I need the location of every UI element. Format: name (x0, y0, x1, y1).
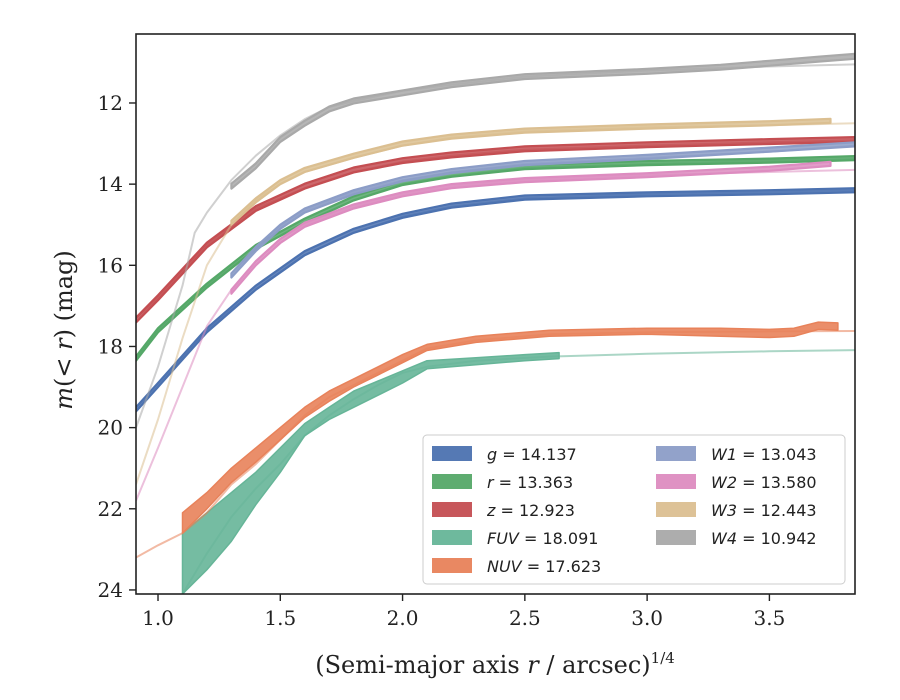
x-tick-label: 1.0 (142, 606, 174, 630)
legend-value: = 13.580 (737, 473, 817, 492)
legend-swatch (656, 530, 696, 545)
legend-item-z: z = 12.923 (432, 501, 575, 520)
legend-frame (422, 434, 846, 585)
legend-band: g (487, 445, 497, 464)
y-axis-label-lt: < (50, 350, 78, 378)
series-FUV (181, 349, 855, 594)
x-axis-label-tail: / arcsec) (539, 651, 651, 679)
legend-value: = 13.043 (737, 445, 817, 464)
series-W1 (230, 141, 855, 279)
x-axis-label-main: (Semi-major axis (315, 651, 527, 679)
series-data-band (181, 321, 839, 534)
series-data-band (230, 52, 855, 190)
legend-label: W1 = 13.043 (711, 445, 817, 464)
legend-swatch (432, 446, 472, 461)
y-tick-label: 18 (98, 334, 123, 358)
series-data-band (136, 187, 855, 413)
legend-item-r: r = 13.363 (432, 473, 573, 492)
legend-swatch (656, 474, 696, 489)
legend-label: FUV = 18.091 (487, 529, 598, 548)
legend-item-W1: W1 = 13.043 (656, 445, 817, 464)
legend-label: z = 12.923 (486, 501, 575, 520)
legend-item-W3: W3 = 12.443 (656, 501, 817, 520)
legend-item-W4: W4 = 10.942 (656, 529, 817, 548)
legend-value: = 12.923 (495, 501, 575, 520)
x-tick-label: 3.5 (753, 606, 785, 630)
y-axis: 12 14 16 18 20 22 24 (98, 91, 136, 602)
legend-band: W1 (711, 445, 737, 464)
y-tick-label: 24 (98, 578, 123, 602)
series-data-band (230, 141, 855, 279)
series-W4 (136, 52, 855, 428)
series-W3 (136, 117, 855, 485)
x-tick-label: 1.5 (264, 606, 296, 630)
legend-band: W4 (711, 529, 737, 548)
legend-swatch (656, 446, 696, 461)
y-axis-label-m: m (50, 387, 78, 410)
legend-value: = 14.137 (497, 445, 577, 464)
series-g (136, 187, 855, 413)
x-axis-label-var: r (527, 651, 540, 679)
legend-swatch (432, 530, 472, 545)
legend-value: = 17.623 (522, 557, 602, 576)
series-data-band (230, 160, 832, 295)
series-data-band (230, 117, 832, 226)
legend-swatch (432, 558, 472, 573)
y-tick-label: 22 (98, 497, 123, 521)
legend-label: g = 14.137 (487, 445, 577, 464)
legend-label: W4 = 10.942 (711, 529, 817, 548)
y-axis-label-close: ) (50, 329, 78, 338)
x-axis-label: (Semi-major axis r / arcsec)1/4 (315, 649, 675, 679)
legend-swatch (432, 474, 472, 489)
y-tick-label: 14 (98, 172, 123, 196)
legend-band: NUV (487, 557, 523, 576)
legend-item-FUV: FUV = 18.091 (432, 529, 598, 548)
legend-label: W3 = 12.443 (711, 501, 817, 520)
y-axis-label-r: r (50, 337, 78, 350)
y-axis-label-unit: (mag) (50, 250, 78, 329)
legend-swatch (432, 502, 472, 517)
legend-label: W2 = 13.580 (711, 473, 817, 492)
legend-label: r = 13.363 (487, 473, 573, 492)
series-layer (136, 52, 855, 594)
legend-band: z (486, 501, 496, 520)
legend-item-W2: W2 = 13.580 (656, 473, 817, 492)
legend-band: FUV (487, 529, 520, 548)
y-axis-label-open: ( (50, 378, 78, 387)
x-tick-label: 2.5 (509, 606, 541, 630)
legend-swatch (656, 502, 696, 517)
legend-band: W3 (711, 501, 737, 520)
plot-frame (135, 33, 856, 595)
x-tick-label: 3.0 (631, 606, 663, 630)
series-NUV (136, 321, 855, 559)
legend-value: = 10.942 (737, 529, 817, 548)
x-axis-label-sup: 1/4 (651, 649, 675, 667)
y-tick-label: 16 (98, 253, 123, 277)
legend-band: W2 (711, 473, 737, 492)
legend-value: = 13.363 (494, 473, 574, 492)
legend-band: r (487, 473, 495, 492)
series-data-band (181, 351, 560, 594)
y-axis-label: m(< r) (mag) (50, 250, 78, 410)
series-data-band (136, 136, 855, 324)
series-W2 (136, 160, 855, 502)
legend-value: = 12.443 (737, 501, 817, 520)
legend-label: NUV = 17.623 (487, 557, 601, 576)
x-axis: 1.0 1.5 2.0 2.5 3.0 3.5 (142, 594, 785, 630)
y-tick-label: 20 (98, 416, 123, 440)
legend-item-NUV: NUV = 17.623 (432, 557, 601, 576)
y-tick-label: 12 (98, 91, 123, 115)
legend-item-g: g = 14.137 (432, 445, 577, 464)
x-tick-label: 2.0 (387, 606, 419, 630)
series-z (136, 136, 855, 324)
legend-value: = 18.091 (519, 529, 599, 548)
